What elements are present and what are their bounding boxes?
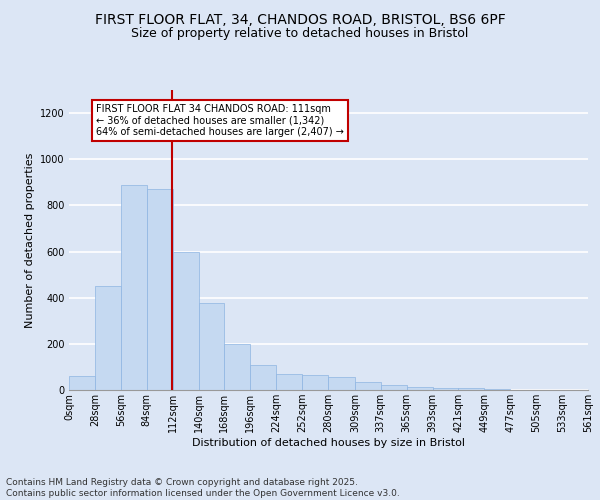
Bar (173, 252, 199, 390)
Bar (147, 189, 173, 390)
Bar (407, 386, 433, 390)
Text: Contains HM Land Registry data © Crown copyright and database right 2025.
Contai: Contains HM Land Registry data © Crown c… (6, 478, 400, 498)
Bar (458, 388, 484, 390)
Bar (302, 375, 328, 390)
Y-axis label: Number of detached properties: Number of detached properties (25, 152, 35, 328)
Text: FIRST FLOOR FLAT 34 CHANDOS ROAD: 111sqm
← 36% of detached houses are smaller (1: FIRST FLOOR FLAT 34 CHANDOS ROAD: 111sqm… (96, 104, 344, 137)
Bar (121, 184, 147, 390)
Text: Size of property relative to detached houses in Bristol: Size of property relative to detached ho… (131, 28, 469, 40)
Bar (484, 389, 510, 390)
Bar (224, 344, 250, 390)
X-axis label: Distribution of detached houses by size in Bristol: Distribution of detached houses by size … (192, 438, 465, 448)
Bar (95, 286, 121, 390)
Bar (69, 376, 95, 390)
Bar (381, 386, 407, 390)
Bar (355, 382, 381, 390)
Bar (276, 374, 302, 390)
Bar (328, 378, 355, 390)
Bar (199, 304, 224, 390)
Bar (433, 388, 458, 390)
Text: FIRST FLOOR FLAT, 34, CHANDOS ROAD, BRISTOL, BS6 6PF: FIRST FLOOR FLAT, 34, CHANDOS ROAD, BRIS… (95, 12, 505, 26)
Bar (250, 364, 276, 390)
